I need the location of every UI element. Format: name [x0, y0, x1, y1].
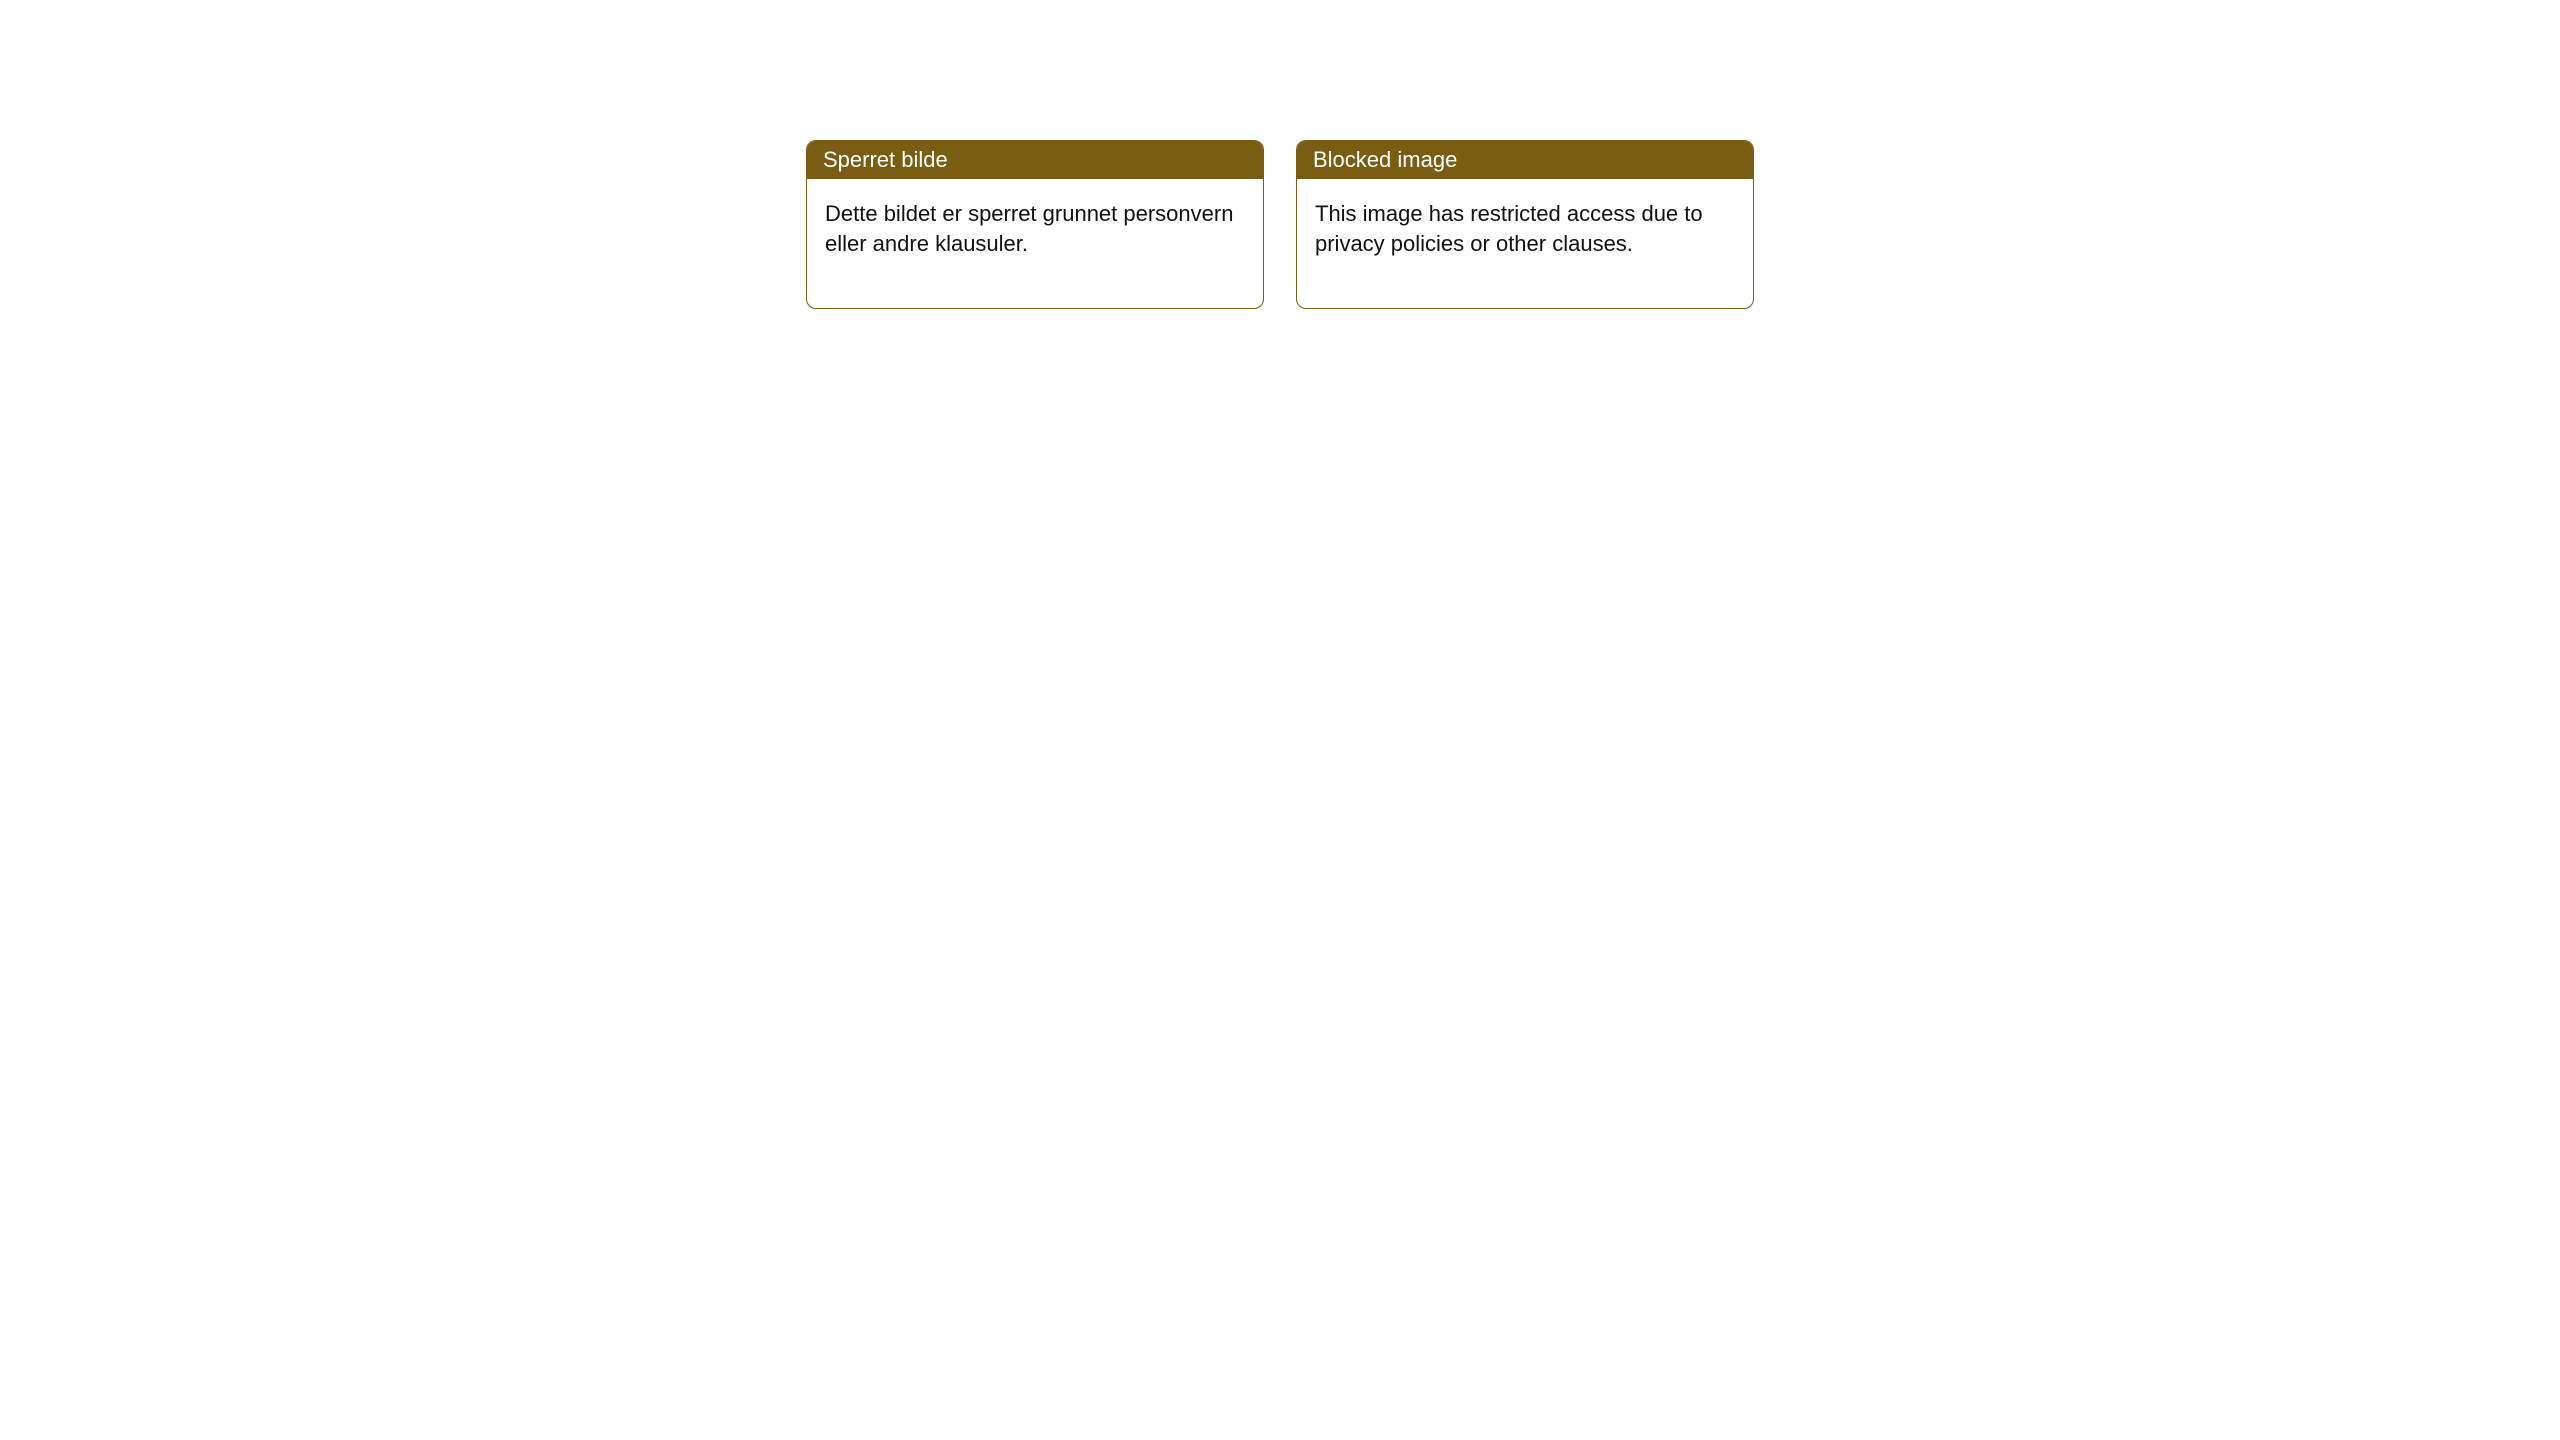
blocked-image-card-no: Sperret bilde Dette bildet er sperret gr…	[806, 140, 1264, 309]
blocked-image-header-en: Blocked image	[1297, 141, 1753, 179]
blocked-image-body-no: Dette bildet er sperret grunnet personve…	[807, 179, 1263, 308]
blocked-image-header-no: Sperret bilde	[807, 141, 1263, 179]
blocked-image-card-en: Blocked image This image has restricted …	[1296, 140, 1754, 309]
blocked-image-body-en: This image has restricted access due to …	[1297, 179, 1753, 308]
